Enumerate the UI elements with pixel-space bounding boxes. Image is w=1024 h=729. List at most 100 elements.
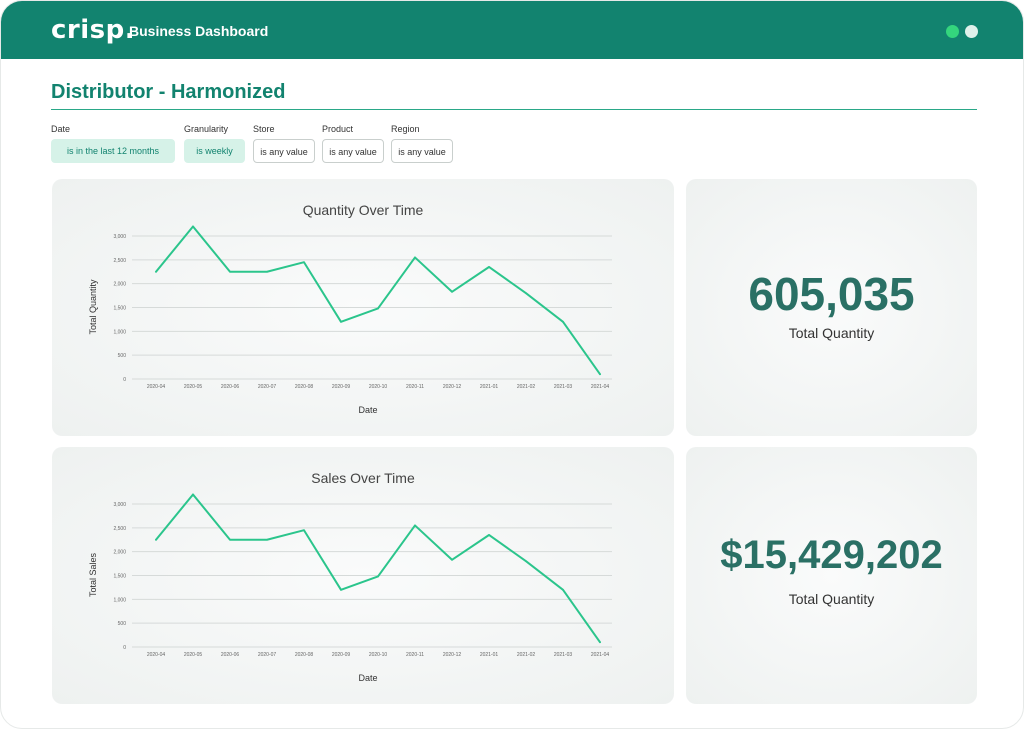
chart-title: Sales Over Time (311, 470, 415, 486)
data-point (192, 493, 194, 496)
y-tick-label: 500 (118, 353, 127, 359)
y-tick-label: 2,000 (113, 550, 126, 556)
data-point (266, 538, 268, 541)
total-quantity-value: 605,035 (748, 268, 915, 320)
y-tick-label: 1,500 (113, 306, 126, 312)
filter-store-chip[interactable]: is any value (253, 139, 315, 163)
x-tick-label: 2020-07 (258, 652, 277, 658)
x-tick-label: 2021-02 (517, 384, 536, 390)
title-divider (51, 109, 977, 110)
data-point (488, 266, 490, 268)
filter-granularity-chip[interactable]: is weekly (184, 139, 245, 163)
data-point (451, 290, 453, 293)
x-tick-label: 2020-12 (443, 652, 462, 658)
filter-product: Product is any value (322, 123, 384, 163)
data-point (525, 292, 527, 294)
x-axis-title: Date (358, 405, 377, 415)
filter-product-label: Product (322, 124, 354, 134)
x-tick-label: 2020-06 (221, 384, 240, 390)
x-tick-label: 2021-01 (480, 384, 499, 390)
data-point (377, 575, 379, 578)
y-tick-label: 3,000 (113, 234, 126, 240)
series-line (155, 493, 601, 644)
sales-over-time-chart: Sales Over Time Date Total Sales 0 500 1,000 1… (88, 470, 612, 683)
data-point (414, 256, 416, 259)
data-point (562, 321, 564, 323)
data-point (340, 321, 342, 323)
data-point (155, 270, 157, 273)
x-tick-label: 2020-09 (332, 384, 351, 390)
filter-region-label: Region (391, 124, 420, 134)
data-point (155, 538, 157, 541)
chart-title: Quantity Over Time (303, 202, 424, 218)
series-line (155, 225, 601, 376)
y-tick-label: 2,500 (113, 526, 126, 532)
y-tick-label: 500 (118, 621, 127, 627)
x-tick-label: 2020-12 (443, 384, 462, 390)
x-tick-label: 2020-10 (369, 384, 388, 390)
x-tick-label: 2020-11 (406, 652, 424, 658)
x-tick-label: 2021-03 (554, 652, 573, 658)
total-quantity-card: 605,035 Total Quantity (686, 179, 977, 436)
status-dot-green (946, 25, 959, 38)
quantity-over-time-chart: Quantity Over Time Date Total Quantity 0 500… (88, 202, 612, 415)
filter-date-label: Date (51, 124, 71, 134)
x-tick-label: 2020-06 (221, 652, 240, 658)
filter-store: Store is any value (253, 123, 315, 163)
filter-date: Date is in the last 12 months (51, 123, 175, 163)
x-tick-label: 2021-03 (554, 384, 573, 390)
filter-store-label: Store (253, 124, 275, 134)
y-axis-title: Total Sales (88, 552, 98, 597)
data-point (377, 307, 379, 310)
page-title: Distributor - Harmonized (51, 81, 286, 103)
y-tick-label: 2,000 (113, 282, 126, 288)
x-tick-label: 2021-04 (591, 384, 610, 390)
data-point (229, 538, 231, 541)
x-tick-label: 2020-10 (369, 652, 388, 658)
y-tick-label: 1,000 (113, 329, 126, 335)
filter-region: Region is any value (391, 123, 453, 163)
x-tick-label: 2020-05 (184, 384, 203, 390)
data-point (414, 524, 416, 527)
x-tick-label: 2020-11 (406, 384, 424, 390)
x-tick-label: 2021-01 (480, 652, 499, 658)
app-title: Business Dashboard (129, 23, 269, 39)
filter-product-chip[interactable]: is any value (322, 139, 384, 163)
status-dot-light (965, 25, 978, 38)
x-tick-label: 2020-04 (147, 652, 166, 658)
data-point (599, 641, 601, 644)
filter-date-chip[interactable]: is in the last 12 months (51, 139, 175, 163)
data-point (451, 558, 453, 561)
crisp-logo[interactable]: crisp. (51, 15, 136, 45)
x-tick-label: 2020-08 (295, 384, 314, 390)
data-point (266, 270, 268, 273)
data-point (340, 589, 342, 591)
total-sales-value: $15,429,202 (720, 533, 943, 577)
y-tick-label: 2,500 (113, 258, 126, 264)
total-sales-label: Total Quantity (788, 591, 875, 607)
x-tick-label: 2020-07 (258, 384, 277, 390)
y-tick-label: 1,000 (113, 597, 126, 603)
sales-chart-card: Sales Over Time Date Total Sales 0 500 1,000 1… (52, 447, 674, 704)
total-sales-card: $15,429,202 Total Quantity (686, 447, 977, 704)
y-axis-title: Total Quantity (88, 279, 98, 335)
data-point (599, 373, 601, 376)
y-tick-label: 0 (123, 645, 126, 651)
filter-granularity: Granularity is weekly (184, 123, 245, 163)
x-tick-label: 2020-04 (147, 384, 166, 390)
data-point (525, 560, 527, 562)
x-axis-title: Date (358, 673, 377, 683)
total-quantity-label: Total Quantity (788, 325, 875, 341)
filter-granularity-label: Granularity (184, 124, 229, 134)
data-point (303, 529, 305, 532)
top-bar: crisp. Business Dashboard (1, 1, 1023, 59)
data-point (229, 270, 231, 273)
x-tick-label: 2021-04 (591, 652, 610, 658)
y-tick-label: 1,500 (113, 574, 126, 580)
data-point (488, 534, 490, 536)
y-tick-label: 0 (123, 377, 126, 383)
filter-region-chip[interactable]: is any value (391, 139, 453, 163)
x-tick-label: 2020-05 (184, 652, 203, 658)
x-tick-label: 2020-09 (332, 652, 351, 658)
